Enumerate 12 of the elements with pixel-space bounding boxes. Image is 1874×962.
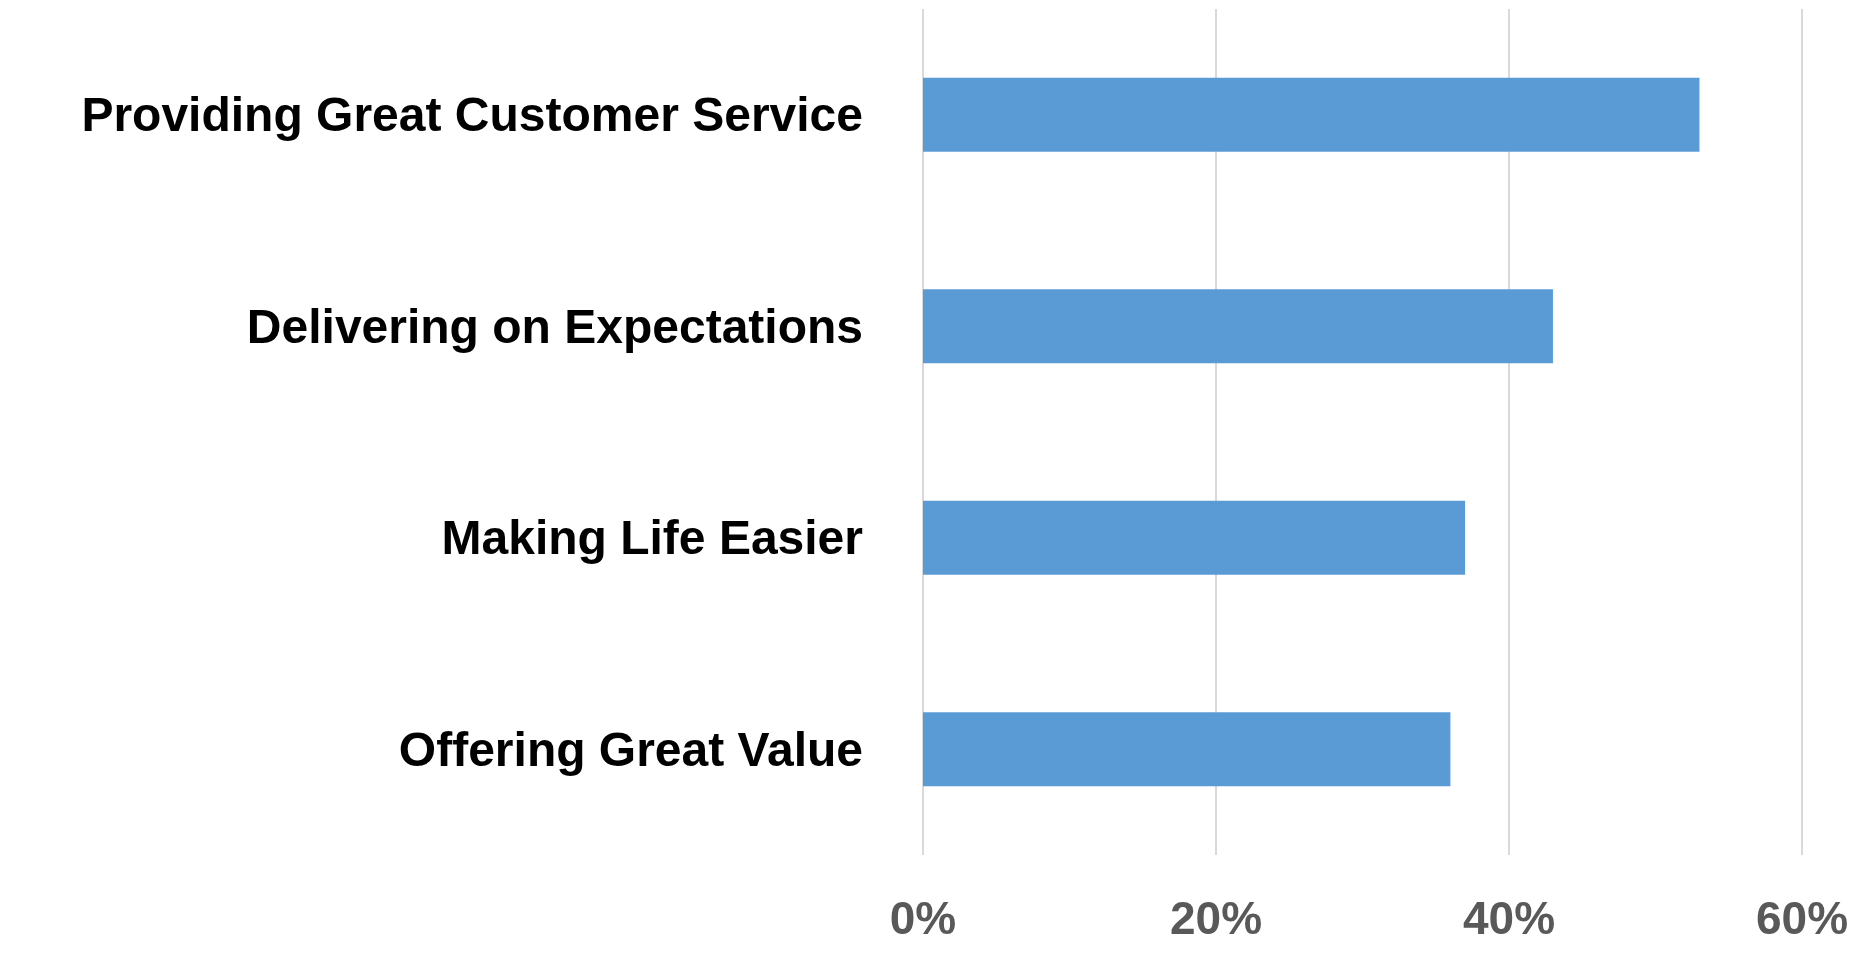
x-tick-label: 60% — [1755, 892, 1849, 944]
y-tick-label: Delivering on Expectations — [246, 299, 863, 353]
bar — [923, 77, 1700, 152]
bar — [923, 500, 1466, 575]
bar — [923, 289, 1553, 364]
y-tick-label: Providing Great Customer Service — [81, 88, 863, 142]
y-tick-label: Making Life Easier — [441, 511, 863, 565]
x-tick-label: 40% — [1462, 892, 1556, 944]
x-tick-label: 20% — [1169, 892, 1263, 944]
y-tick-label: Offering Great Value — [398, 722, 863, 776]
x-tick-label: 0% — [889, 892, 957, 944]
bar — [923, 712, 1451, 787]
